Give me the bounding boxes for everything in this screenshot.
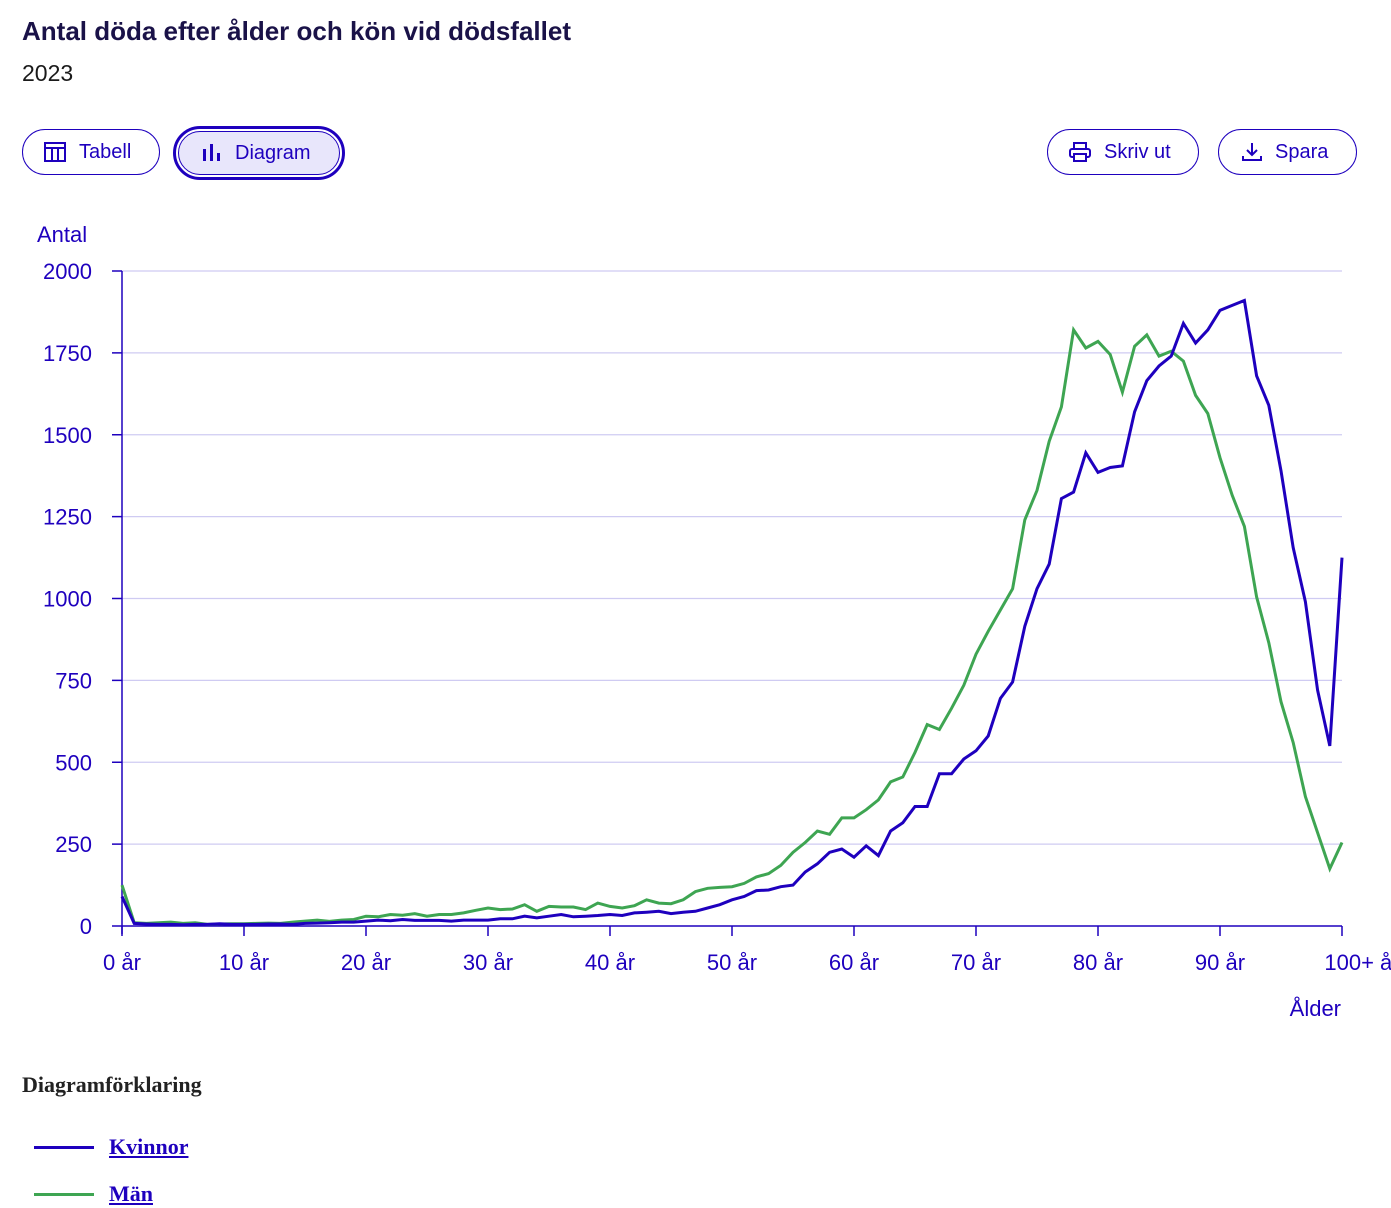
x-tick-label: 30 år: [463, 950, 513, 975]
x-tick-label: 70 år: [951, 950, 1001, 975]
legend-link-kvinnor[interactable]: Kvinnor: [109, 1134, 189, 1159]
y-tick-label: 1750: [43, 341, 92, 366]
chart-view-button[interactable]: Diagram: [173, 126, 345, 180]
legend-link-man[interactable]: Män: [109, 1181, 153, 1206]
y-tick-label: 750: [55, 668, 92, 693]
series-line-kvinnor: [120, 298, 1344, 927]
x-tick-label: 40 år: [585, 950, 635, 975]
y-tick-label: 2000: [43, 259, 92, 284]
legend-item-kvinnor[interactable]: Kvinnor: [34, 1134, 188, 1160]
table-view-button[interactable]: Tabell: [22, 129, 160, 175]
print-button[interactable]: Skriv ut: [1047, 129, 1199, 175]
chart-title: Antal döda efter ålder och kön vid dödsf…: [22, 16, 571, 46]
y-tick-label: 1250: [43, 505, 92, 530]
y-axis-label: Antal: [37, 222, 87, 247]
legend-item-man[interactable]: Män: [34, 1181, 153, 1207]
y-tick-label: 250: [55, 832, 92, 857]
x-axis-label: Ålder: [1290, 996, 1341, 1021]
x-tick-label: 50 år: [707, 950, 757, 975]
legend-swatch-kvinnor: [34, 1145, 94, 1149]
y-tick-label: 500: [55, 750, 92, 775]
x-tick-label: 10 år: [219, 950, 269, 975]
print-label: Skriv ut: [1104, 140, 1171, 163]
y-tick-label: 1500: [43, 423, 92, 448]
x-tick-label: 80 år: [1073, 950, 1123, 975]
x-tick-label: 60 år: [829, 950, 879, 975]
chart-view-label: Diagram: [235, 141, 311, 164]
table-icon: [44, 142, 66, 162]
chart-subtitle: 2023: [22, 60, 74, 86]
x-tick-label: 20 år: [341, 950, 391, 975]
save-label: Spara: [1275, 140, 1329, 163]
legend-title: Diagramförklaring: [22, 1072, 202, 1097]
y-tick-label: 0: [80, 914, 92, 939]
x-tick-label: 90 år: [1195, 950, 1245, 975]
table-view-label: Tabell: [79, 140, 132, 163]
download-icon: [1242, 143, 1262, 161]
legend-swatch-man: [34, 1192, 94, 1196]
series-line-man: [120, 325, 1344, 926]
line-chart: Antal Ålder 0 250 500 750 1000 1250 1500 1750 20…: [37, 222, 1391, 1021]
x-tick-label: 100+ år: [1324, 950, 1391, 975]
x-tick-label: 0 år: [103, 950, 141, 975]
printer-icon: [1069, 142, 1091, 162]
bar-chart-icon: [203, 144, 220, 161]
y-tick-label: 1000: [43, 587, 92, 612]
save-button[interactable]: Spara: [1218, 129, 1357, 175]
